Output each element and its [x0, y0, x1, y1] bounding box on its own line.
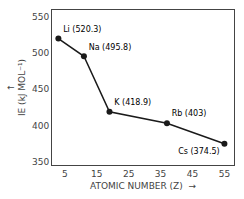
- svg-text:350: 350: [32, 157, 49, 167]
- svg-text:Li (520.3): Li (520.3): [63, 25, 101, 34]
- svg-text:55: 55: [219, 169, 230, 179]
- svg-text:550: 550: [32, 12, 49, 22]
- svg-text:45: 45: [187, 169, 198, 179]
- svg-text:450: 450: [32, 84, 49, 94]
- svg-text:25: 25: [123, 169, 134, 179]
- svg-text:Cs (374.5): Cs (374.5): [178, 147, 219, 156]
- svg-text:Na (495.8): Na (495.8): [89, 43, 132, 52]
- svg-text:400: 400: [32, 121, 49, 131]
- svg-text:500: 500: [32, 48, 49, 58]
- svg-text:ATOMIC NUMBER (Z) →: ATOMIC NUMBER (Z) →: [90, 181, 197, 191]
- svg-text:5: 5: [62, 169, 68, 179]
- svg-text:↑IE (kJ MOL⁻¹): ↑IE (kJ MOL⁻¹): [6, 59, 28, 116]
- svg-text:15: 15: [91, 169, 102, 179]
- svg-text:K (418.9): K (418.9): [114, 98, 151, 107]
- svg-text:35: 35: [155, 169, 166, 179]
- svg-text:Rb (403): Rb (403): [172, 109, 207, 118]
